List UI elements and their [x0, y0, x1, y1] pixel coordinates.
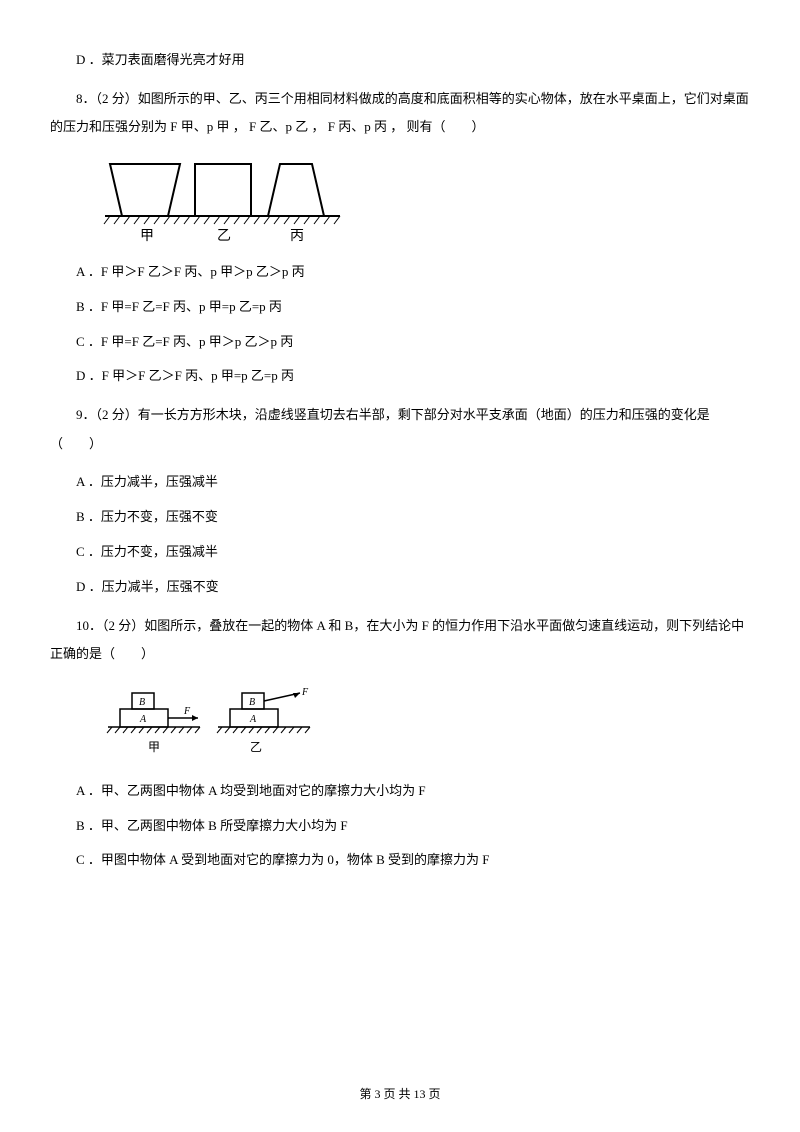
q9-stem: 9．（2 分）有一长方方形木块，沿虚线竖直切去右半部，剩下部分对水平支承面（地面…	[50, 401, 750, 458]
q9-option-c: C ．压力不变，压强减半	[50, 542, 750, 563]
q10-fig-force-right: F	[301, 687, 309, 698]
q10-fig-a-right: A	[249, 714, 257, 725]
q10-fig-label-left: 甲	[148, 740, 160, 754]
q8-stem: 8．（2 分）如图所示的甲、乙、丙三个用相同材料做成的高度和底面积相等的实心物体…	[50, 85, 750, 142]
q10-option-a: A ．甲、乙两图中物体 A 均受到地面对它的摩擦力大小均为 F	[50, 781, 750, 802]
q7-option-d: D ．菜刀表面磨得光亮才好用	[50, 50, 750, 71]
page-footer: 第 3 页 共 13 页	[0, 1085, 800, 1104]
q8-fig-label-a: 甲	[140, 229, 154, 244]
q10-fig-b-right: B	[249, 697, 255, 708]
q10-option-b: B ．甲、乙两图中物体 B 所受摩擦力大小均为 F	[50, 816, 750, 837]
q10-fig-b-left: B	[139, 697, 145, 708]
q8-figure: 甲 乙 丙	[100, 156, 750, 244]
q8-option-d: D ．F 甲＞F 乙＞F 丙、p 甲=p 乙=p 丙	[50, 366, 750, 387]
q10-figure: B A F 甲 B A F	[100, 683, 750, 763]
q8-option-b: B ．F 甲=F 乙=F 丙、p 甲=p 乙=p 丙	[50, 297, 750, 318]
q10-fig-label-right: 乙	[250, 740, 262, 754]
q10-fig-force-left: F	[183, 706, 191, 717]
q9-option-b: B ．压力不变，压强不变	[50, 507, 750, 528]
q9-option-a: A ．压力减半，压强减半	[50, 472, 750, 493]
q10-stem: 10．（2 分）如图所示，叠放在一起的物体 A 和 B，在大小为 F 的恒力作用…	[50, 612, 750, 669]
q9-option-d: D ．压力减半，压强不变	[50, 577, 750, 598]
q8-fig-label-b: 乙	[217, 228, 231, 244]
q8-option-a: A ．F 甲＞F 乙＞F 丙、p 甲＞p 乙＞p 丙	[50, 262, 750, 283]
q10-fig-a-left: A	[139, 714, 147, 725]
q8-fig-label-c: 丙	[290, 229, 304, 244]
q10-option-c: C ．甲图中物体 A 受到地面对它的摩擦力为 0，物体 B 受到的摩擦力为 F	[50, 850, 750, 871]
q8-option-c: C ．F 甲=F 乙=F 丙、p 甲＞p 乙＞p 丙	[50, 332, 750, 353]
